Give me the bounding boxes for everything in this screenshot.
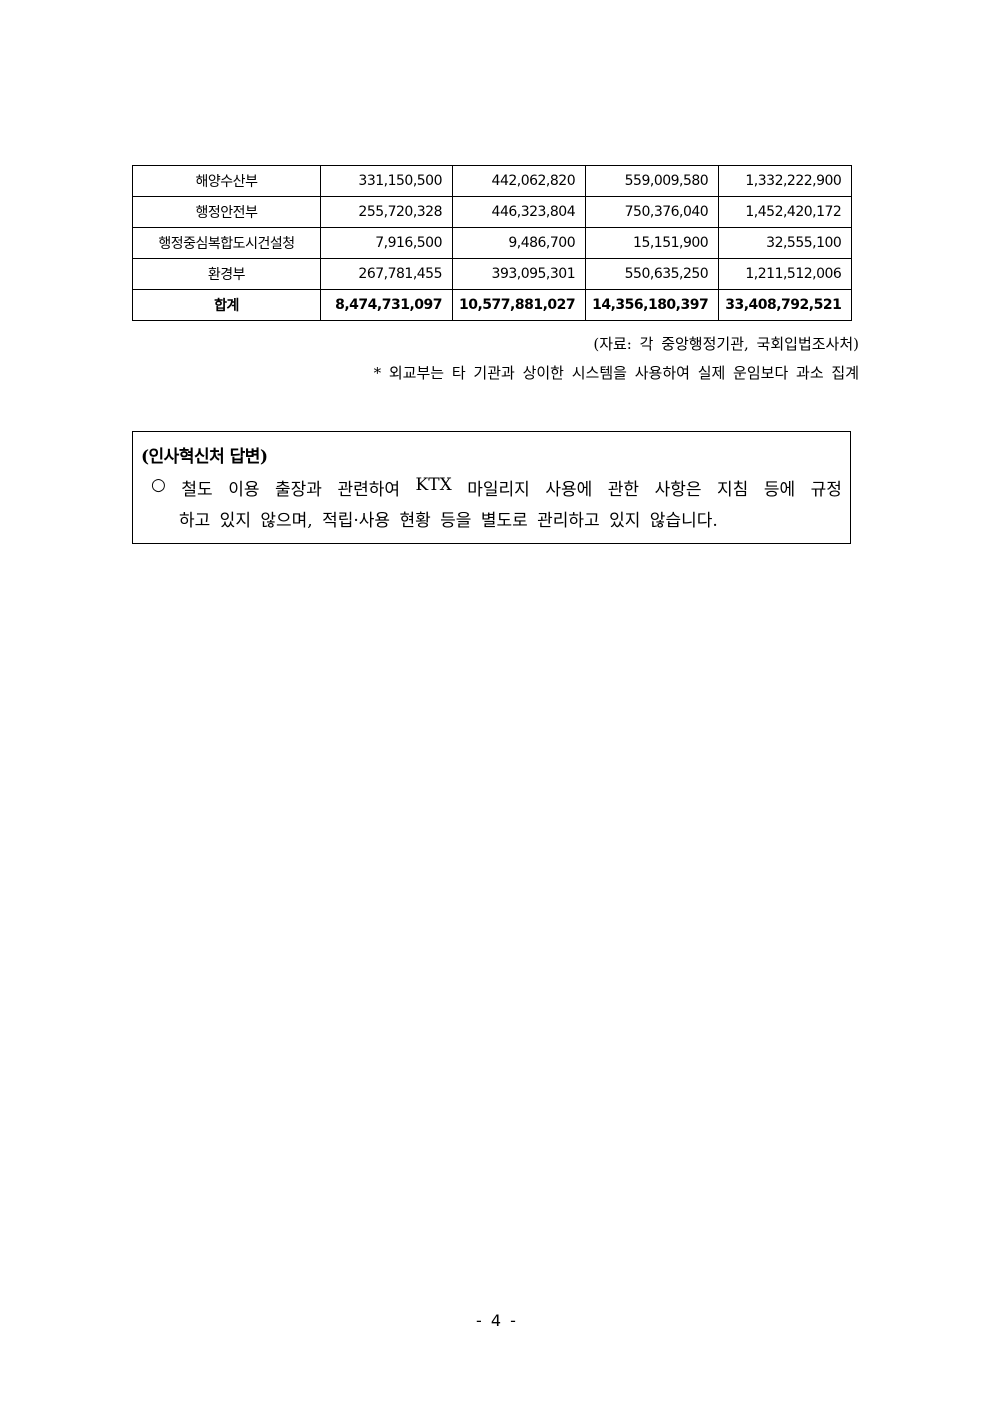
amount-cell: 550,635,250 — [585, 258, 720, 290]
table-row: 환경부 267,781,455 393,095,301 550,635,250 1,21… — [132, 258, 853, 290]
source-note: (자료: 각 중앙행정기관, 국회입법조사처) — [593, 335, 859, 353]
agency-cell: 환경부 — [132, 258, 321, 290]
answer-word: KTX — [415, 475, 452, 495]
answer-word: 이용 — [228, 480, 260, 500]
table-row: 해양수산부 331,150,500 442,062,820 559,009,580 1,… — [132, 165, 853, 197]
page-number: - 4 - — [476, 1311, 516, 1330]
footnote: * 외교부는 타 기관과 상이한 시스템을 사용하여 실제 운임보다 과소 집계 — [373, 364, 859, 382]
amount-cell: 1,211,512,006 — [718, 258, 853, 290]
circle-bullet-icon: ○ — [151, 475, 166, 495]
answer-word: 출장과 — [275, 480, 322, 500]
table-row: 행정안전부 255,720,328 446,323,804 750,376,040 1,… — [132, 196, 853, 228]
amount-cell: 1,332,222,900 — [718, 165, 853, 197]
amount-cell: 15,151,900 — [585, 227, 720, 259]
agency-cell: 행정중심복합도시건설청 — [132, 227, 321, 259]
amount-cell: 7,916,500 — [320, 227, 453, 259]
amount-cell: 393,095,301 — [451, 258, 587, 290]
answer-word: 사용에 — [545, 480, 593, 500]
table-row: 행정중심복합도시건설청 7,916,500 9,486,700 15,151,900 3… — [132, 227, 853, 259]
answer-word: 관한 — [607, 480, 640, 500]
answer-word: 등에 — [763, 480, 796, 500]
answer-word: 사항은 — [654, 480, 702, 500]
amount-cell: 446,323,804 — [451, 196, 587, 228]
answer-line-1: ○ 철도 이용 출장과 관련하여 KTX 마일리지 사용에 관한 사항은 지침 등에 규정 — [151, 475, 842, 500]
answer-line-2: 하고 있지 않으며, 적립·사용 현황 등을 별도로 관리하고 있지 않습니다. — [179, 511, 718, 531]
agency-cell: 합계 — [132, 289, 321, 321]
agency-cell: 행정안전부 — [132, 196, 321, 228]
amount-cell: 8,474,731,097 — [320, 289, 453, 321]
answer-word: 철도 — [181, 480, 213, 500]
amount-cell: 9,486,700 — [451, 227, 587, 259]
amount-cell: 32,555,100 — [718, 227, 853, 259]
answer-title: (인사혁신처 답변) — [141, 447, 268, 467]
amount-cell: 559,009,580 — [585, 165, 720, 197]
amount-cell: 442,062,820 — [451, 165, 587, 197]
answer-box: (인사혁신처 답변) ○ 철도 이용 출장과 관련하여 KTX 마일리지 사용에 관한 사항은 지… — [132, 431, 851, 544]
agency-cell: 해양수산부 — [132, 165, 321, 197]
total-row: 합계 8,474,731,097 10,577,881,027 14,356,180,… — [132, 289, 853, 321]
expense-table: 해양수산부 331,150,500 442,062,820 559,009,580 1,… — [132, 165, 853, 321]
amount-cell: 750,376,040 — [585, 196, 720, 228]
amount-cell: 14,356,180,397 — [585, 289, 720, 321]
answer-word: 관련하여 — [337, 480, 401, 500]
amount-cell: 331,150,500 — [320, 165, 453, 197]
answer-word: 마일리지 — [467, 480, 530, 500]
answer-word: 규정 — [810, 480, 842, 500]
answer-word: 지침 — [717, 480, 749, 500]
amount-cell: 10,577,881,027 — [451, 289, 587, 321]
amount-cell: 255,720,328 — [320, 196, 453, 228]
amount-cell: 1,452,420,172 — [718, 196, 853, 228]
amount-cell: 267,781,455 — [320, 258, 453, 290]
amount-cell: 33,408,792,521 — [718, 289, 853, 321]
